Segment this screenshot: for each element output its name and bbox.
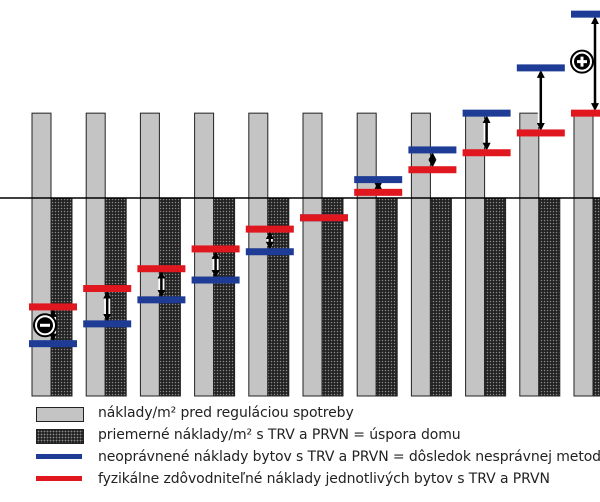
legend-swatch-blue	[36, 454, 82, 459]
blue-dash	[516, 64, 565, 72]
legend-item-blue: neoprávnené náklady bytov s TRV a PRVN =…	[36, 448, 600, 470]
bar-dark	[321, 197, 344, 397]
bar-dark	[213, 197, 236, 397]
legend: náklady/m² pred reguláciou spotreby prie…	[36, 404, 600, 492]
bar-gray	[85, 112, 106, 397]
legend-item-dark: priemerné náklady/m² s TRV a PRVN = úspo…	[36, 426, 596, 448]
bar-gray	[194, 112, 215, 397]
legend-label-dark: priemerné náklady/m² s TRV a PRVN = úspo…	[98, 427, 461, 443]
plus-sign-bar-v	[580, 56, 584, 67]
blue-dash	[462, 109, 511, 117]
bar-gray	[519, 112, 540, 397]
blue-dash	[571, 10, 600, 18]
bar-dark	[592, 197, 600, 397]
blue-dash	[408, 146, 457, 154]
red-dash	[245, 225, 294, 233]
red-dash	[571, 109, 600, 117]
red-dash	[137, 265, 186, 273]
red-dash	[29, 303, 77, 311]
blue-dash	[354, 176, 403, 184]
blue-dash	[191, 276, 240, 284]
legend-label-gray: náklady/m² pred reguláciou spotreby	[98, 405, 354, 421]
bar-dark	[538, 197, 561, 397]
red-dash	[300, 214, 348, 222]
blue-dash	[29, 340, 77, 348]
bar-dark	[484, 197, 507, 397]
legend-swatch-red	[36, 476, 82, 481]
legend-item-gray: náklady/m² pred reguláciou spotreby	[36, 404, 596, 426]
red-dash	[191, 245, 240, 253]
legend-item-red: fyzikálne zdôvodniteľné náklady jednotli…	[36, 470, 596, 492]
minus-sign-bar	[40, 323, 50, 327]
blue-dash	[137, 296, 186, 304]
bar-gray	[356, 112, 377, 397]
chart	[0, 10, 600, 397]
blue-dash	[245, 248, 294, 256]
legend-swatch-dark	[36, 429, 84, 444]
red-dash	[516, 129, 565, 137]
red-dash	[354, 188, 403, 196]
bar-gray	[139, 112, 160, 397]
bar-dark	[50, 197, 73, 397]
red-dash	[408, 166, 457, 174]
bar-gray	[31, 112, 52, 397]
bar-dark	[375, 197, 398, 397]
red-dash	[462, 149, 511, 157]
bar-gray	[410, 112, 431, 397]
legend-label-blue: neoprávnené náklady bytov s TRV a PRVN =…	[98, 449, 600, 465]
bar-gray	[573, 112, 594, 397]
red-dash	[83, 285, 132, 293]
blue-dash	[83, 320, 132, 328]
bar-gray	[302, 112, 323, 397]
legend-label-red: fyzikálne zdôvodniteľné náklady jednotli…	[98, 471, 550, 487]
bar-dark	[429, 197, 452, 397]
legend-swatch-gray	[36, 407, 84, 422]
